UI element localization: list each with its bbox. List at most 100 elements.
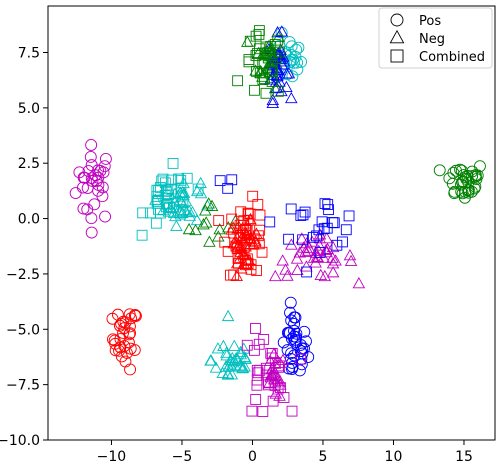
data-point-circle [120,346,133,359]
data-point-square [234,252,246,263]
data-point-square [232,253,244,265]
legend: Pos Neg Combined [378,7,493,69]
data-point-square [311,230,322,242]
data-point-triangle [173,193,187,206]
data-point-triangle [183,209,197,221]
data-point-square [258,57,270,69]
data-point-triangle [320,232,334,244]
data-point-triangle [204,354,217,366]
data-point-square [245,263,257,275]
data-point-triangle [326,251,339,263]
data-point-circle [99,210,112,223]
data-point-square [250,30,262,42]
data-point-square [262,376,274,388]
data-point-square [285,203,297,215]
data-point-circle [81,182,94,194]
data-point-square [253,238,265,250]
data-point-square [174,208,186,220]
data-point-square [272,85,284,97]
data-point-triangle [279,263,292,275]
data-point-circle [433,164,446,177]
data-point-circle [281,344,294,356]
data-point-square [301,266,313,278]
data-point-triangle [299,245,312,257]
data-point-triangle [281,269,294,281]
data-point-triangle [194,176,207,189]
y-axis: −10.0 −7.5 −5.0 −2.5 0.0 2.5 5.0 7.5 [0,46,48,449]
data-point-triangle [186,205,199,218]
legend-marker-triangle [389,29,405,44]
data-point-triangle [266,58,280,70]
data-point-triangle [182,204,196,217]
data-point-triangle [249,236,262,248]
data-point-square [228,269,240,281]
data-point-circle [291,56,304,69]
legend-marker-square [390,49,404,63]
data-point-square [258,334,270,345]
data-point-circle [73,166,86,179]
data-point-square [343,210,355,222]
data-point-triangle [234,345,247,358]
data-point-square [235,206,247,218]
data-point-triangle [280,67,293,79]
data-point-square [160,201,172,213]
data-point-square [222,182,234,194]
data-point-square [250,394,262,405]
data-point-circle [289,50,302,63]
data-point-square [153,185,165,196]
data-point-triangle [209,361,223,373]
data-point-square [173,173,184,185]
data-point-square [243,54,255,65]
data-point-square [157,173,169,185]
data-point-square [313,224,325,236]
data-point-square [269,380,281,391]
data-point-square [257,74,269,85]
data-point-square [319,198,331,210]
x-tick-label: 10 [385,449,403,465]
data-point-square [251,364,263,376]
data-point-circle [114,333,127,346]
data-point-square [247,190,259,202]
y-tick-label: −7.5 [6,378,40,394]
data-point-square [232,75,244,87]
data-point-triangle [199,204,212,216]
data-point-square [295,210,307,221]
y-tick-label: −2.5 [6,267,40,283]
data-point-circle [84,151,97,163]
data-point-circle [284,306,296,319]
legend-label: Combined [419,50,485,65]
data-point-circle [124,342,137,355]
data-point-circle [117,326,129,339]
data-point-circle [92,164,104,177]
y-tick-label: −5.0 [6,322,40,338]
data-point-triangle [225,368,239,380]
data-point-square [297,234,308,246]
y-tick-label: 5.0 [18,101,40,117]
data-point-circle [77,202,90,215]
data-point-circle [286,332,298,345]
data-point-triangle [194,187,208,199]
data-point-circle [115,317,127,330]
legend-label: Neg [419,32,445,47]
data-point-square [273,361,284,373]
data-point-triangle [175,195,189,208]
data-point-triangle [297,241,310,253]
data-point-square [259,73,270,84]
data-point-square [264,216,276,228]
data-point-circle [456,187,469,200]
data-point-circle [286,70,299,83]
data-point-triangle [313,228,327,240]
data-point-circle [448,187,461,200]
data-point-triangle [230,269,244,282]
data-point-square [181,172,193,184]
data-point-square [331,239,343,251]
data-point-square [226,174,238,186]
data-point-square [253,25,265,36]
data-point-square [251,48,263,59]
data-point-square [266,64,278,76]
data-point-square [295,353,307,365]
data-point-triangle [269,269,282,282]
data-point-triangle [216,366,229,379]
data-point-square [226,213,238,225]
